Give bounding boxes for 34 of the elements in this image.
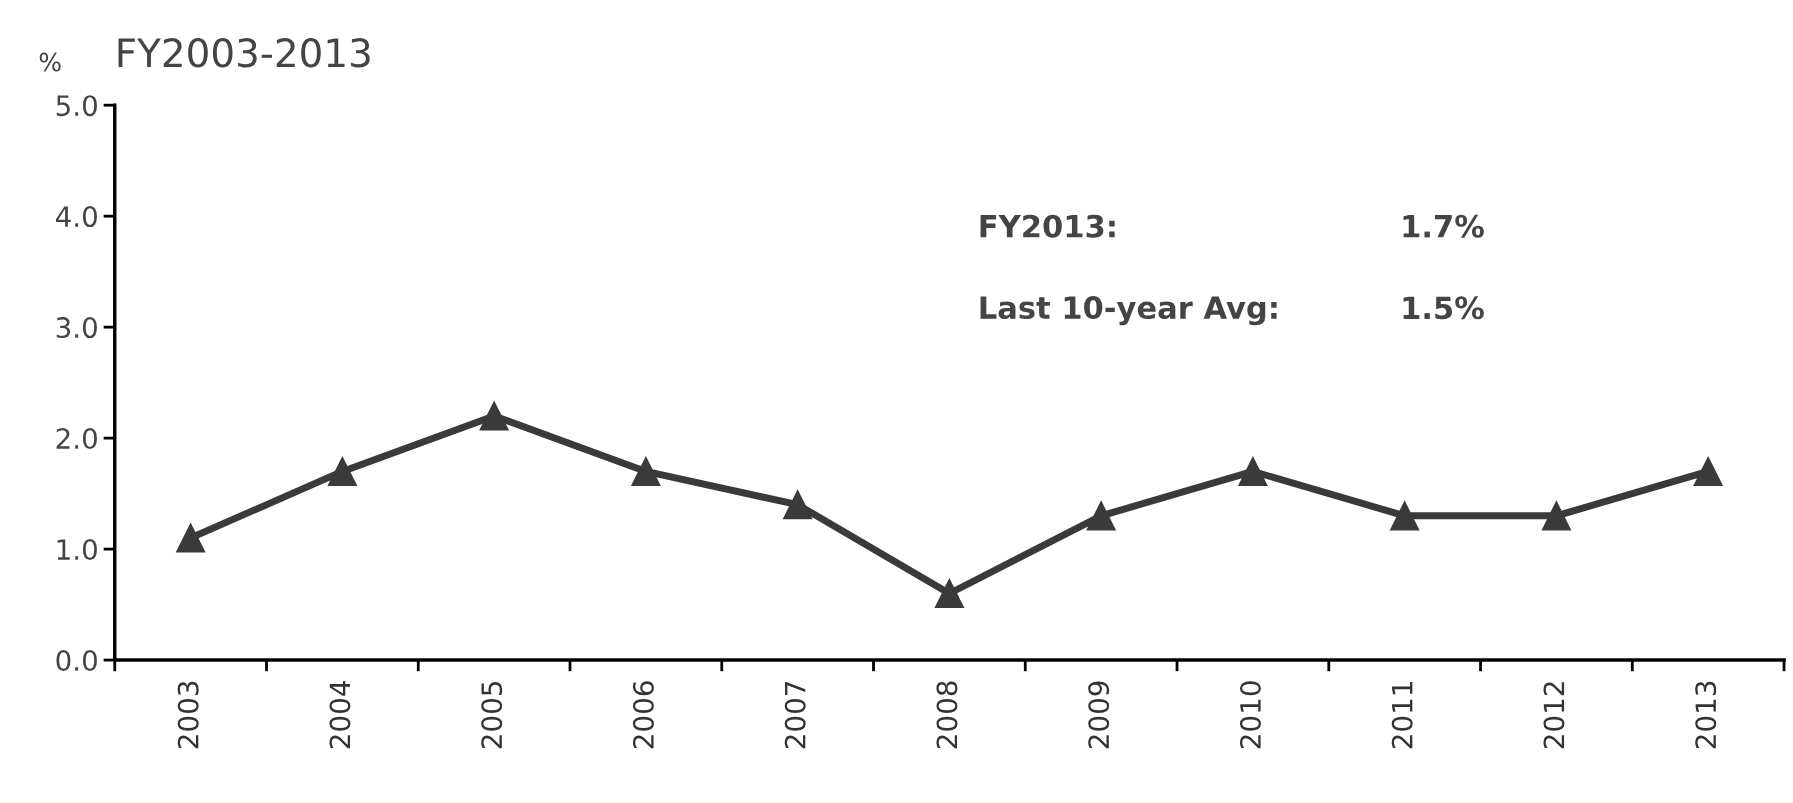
point — [479, 401, 509, 431]
x-tick-label: 2005 — [481, 681, 503, 749]
x-tick-label: 2010 — [1239, 681, 1261, 749]
x-tick-label: 2011 — [1391, 682, 1413, 749]
y-tick-label: 1.0 — [57, 539, 97, 561]
annotation: FY2013: — [980, 214, 1115, 238]
annotation: 1.7% — [1403, 214, 1484, 238]
point — [327, 456, 357, 486]
y-tick-label: 4.0 — [55, 206, 97, 228]
point — [783, 490, 813, 520]
point — [1541, 501, 1571, 531]
point — [1086, 501, 1116, 531]
y-tick-label: 3.0 — [56, 317, 97, 339]
x-tick-label: 2007 — [784, 681, 806, 749]
point — [934, 578, 964, 609]
x-tick-label: 2008 — [936, 681, 958, 749]
annotation: 1.5% — [1403, 296, 1484, 320]
point — [631, 456, 661, 486]
point — [1390, 501, 1420, 531]
point — [1238, 456, 1268, 486]
x-tick-label: 2013 — [1695, 681, 1717, 749]
y-axis-title: % — [39, 52, 61, 72]
x-tick-label: 2003 — [177, 681, 199, 749]
y-tick-label: 0.0 — [56, 650, 97, 672]
point — [176, 523, 206, 553]
point — [1693, 456, 1723, 486]
x-tick-label: 2012 — [1543, 682, 1565, 749]
x-tick-label: 2004 — [329, 681, 351, 749]
annotation: Last 10-year Avg: — [980, 296, 1277, 326]
y-tick-label: 2.0 — [56, 428, 97, 450]
x-tick-label: 2006 — [632, 681, 654, 749]
y-tick-label: 5.0 — [56, 95, 97, 117]
chart-title: FY2003-2013 — [118, 38, 370, 68]
x-tick-label: 2009 — [1088, 681, 1110, 749]
